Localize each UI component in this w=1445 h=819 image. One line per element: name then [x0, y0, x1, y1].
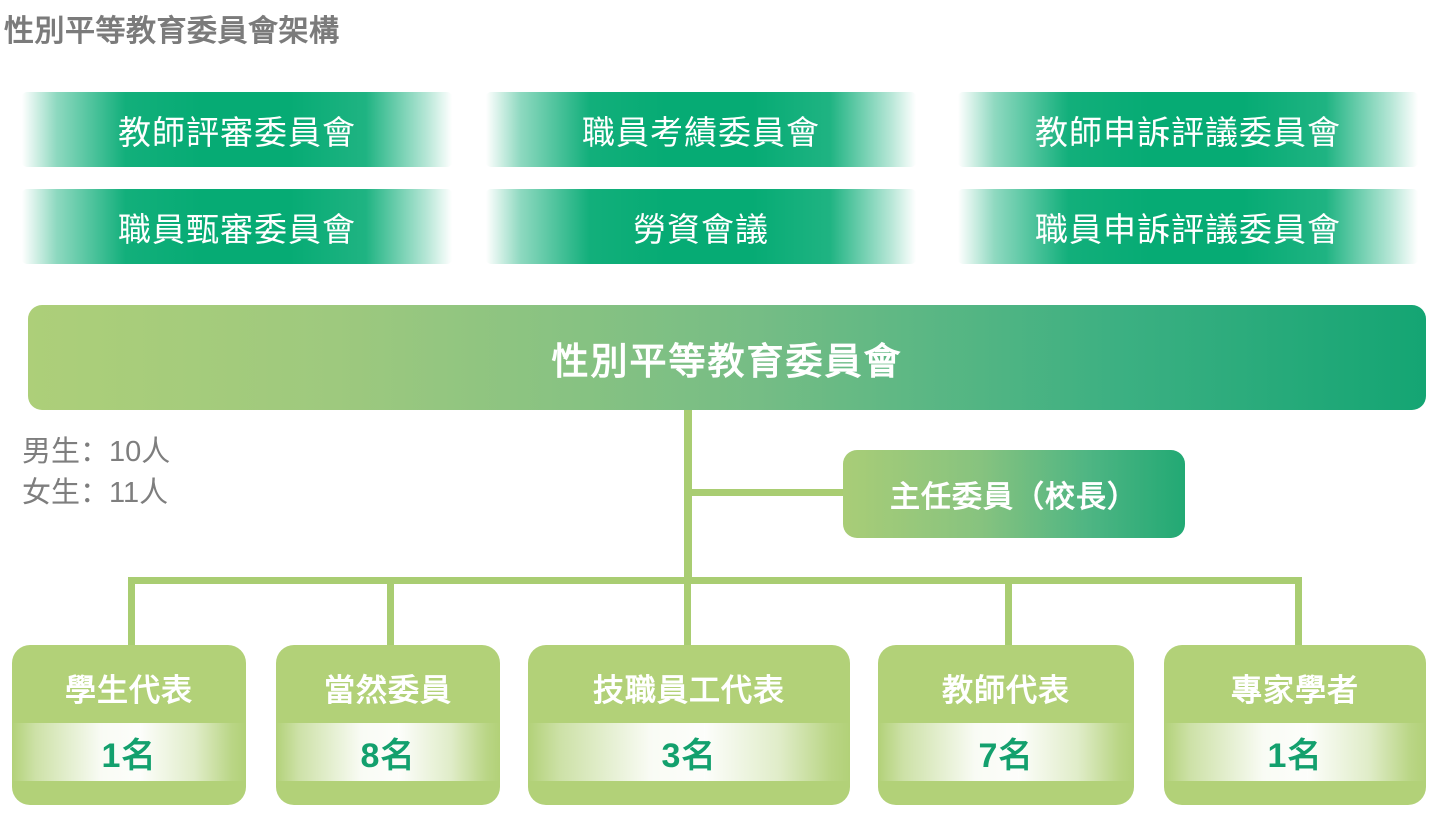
committee-label: 教師評審委員會 [118, 113, 356, 151]
committee-box-labor-management[interactable]: 勞資會議 [486, 189, 916, 264]
member-title: 學生代表 [65, 673, 193, 708]
connector-drop-ex-officio [387, 577, 394, 647]
member-title: 教師代表 [942, 673, 1070, 708]
connector-drop-technical-staff [684, 577, 691, 647]
member-count: 7名 [978, 736, 1034, 775]
male-count: 男生：10人 [22, 436, 171, 468]
member-count: 1名 [101, 736, 157, 775]
member-count-band: 3名 [528, 723, 850, 781]
connector-drop-expert [1295, 577, 1302, 647]
member-count: 3名 [661, 736, 717, 775]
page-title: 性別平等教育委員會架構 [4, 15, 340, 48]
member-count: 8名 [360, 736, 416, 775]
main-committee-label: 性別平等教育委員會 [551, 340, 903, 382]
chairperson-box[interactable]: 主任委員（校長） [843, 450, 1185, 538]
committee-label: 職員考績委員會 [582, 113, 820, 151]
committee-label: 教師申訴評議委員會 [1035, 113, 1341, 151]
committee-label: 職員申訴評議委員會 [1035, 210, 1341, 248]
committee-box-teacher-appeal[interactable]: 教師申訴評議委員會 [958, 92, 1418, 167]
top-committees-group: 教師評審委員會 職員甄審委員會 職員考績委員會 勞資會議 教師申訴評議委員會 職… [0, 92, 1445, 272]
main-committee-bar[interactable]: 性別平等教育委員會 [28, 305, 1426, 410]
chairperson-label: 主任委員（校長） [890, 481, 1138, 514]
member-count: 1名 [1267, 736, 1323, 775]
female-count: 女生：11人 [22, 477, 169, 510]
member-count-band: 7名 [878, 723, 1134, 781]
member-title: 技職員工代表 [593, 673, 785, 708]
connector-chairperson-horizontal [684, 489, 846, 496]
connector-trunk-vertical [684, 410, 692, 584]
connector-drop-teacher [1005, 577, 1012, 647]
member-box-expert-scholar[interactable]: 專家學者 1名 [1164, 645, 1426, 805]
connector-distribution-horizontal [128, 577, 1302, 584]
committee-box-staff-performance[interactable]: 職員考績委員會 [486, 92, 916, 167]
member-count-band: 1名 [1164, 723, 1426, 781]
committee-box-teacher-review[interactable]: 教師評審委員會 [22, 92, 452, 167]
member-box-teacher-representative[interactable]: 教師代表 7名 [878, 645, 1134, 805]
committee-box-staff-appeal[interactable]: 職員申訴評議委員會 [958, 189, 1418, 264]
member-box-student-representative[interactable]: 學生代表 1名 [12, 645, 246, 805]
committee-box-staff-selection[interactable]: 職員甄審委員會 [22, 189, 452, 264]
committee-label: 職員甄審委員會 [118, 210, 356, 248]
member-title: 專家學者 [1231, 673, 1359, 708]
member-count-band: 1名 [12, 723, 246, 781]
member-count-band: 8名 [276, 723, 500, 781]
connector-drop-student [128, 577, 135, 647]
member-box-ex-officio[interactable]: 當然委員 8名 [276, 645, 500, 805]
gender-counts: 男生：10人 女生：11人 [22, 432, 170, 514]
member-title: 當然委員 [324, 673, 452, 708]
member-box-technical-staff-representative[interactable]: 技職員工代表 3名 [528, 645, 850, 805]
committee-label: 勞資會議 [633, 210, 769, 248]
